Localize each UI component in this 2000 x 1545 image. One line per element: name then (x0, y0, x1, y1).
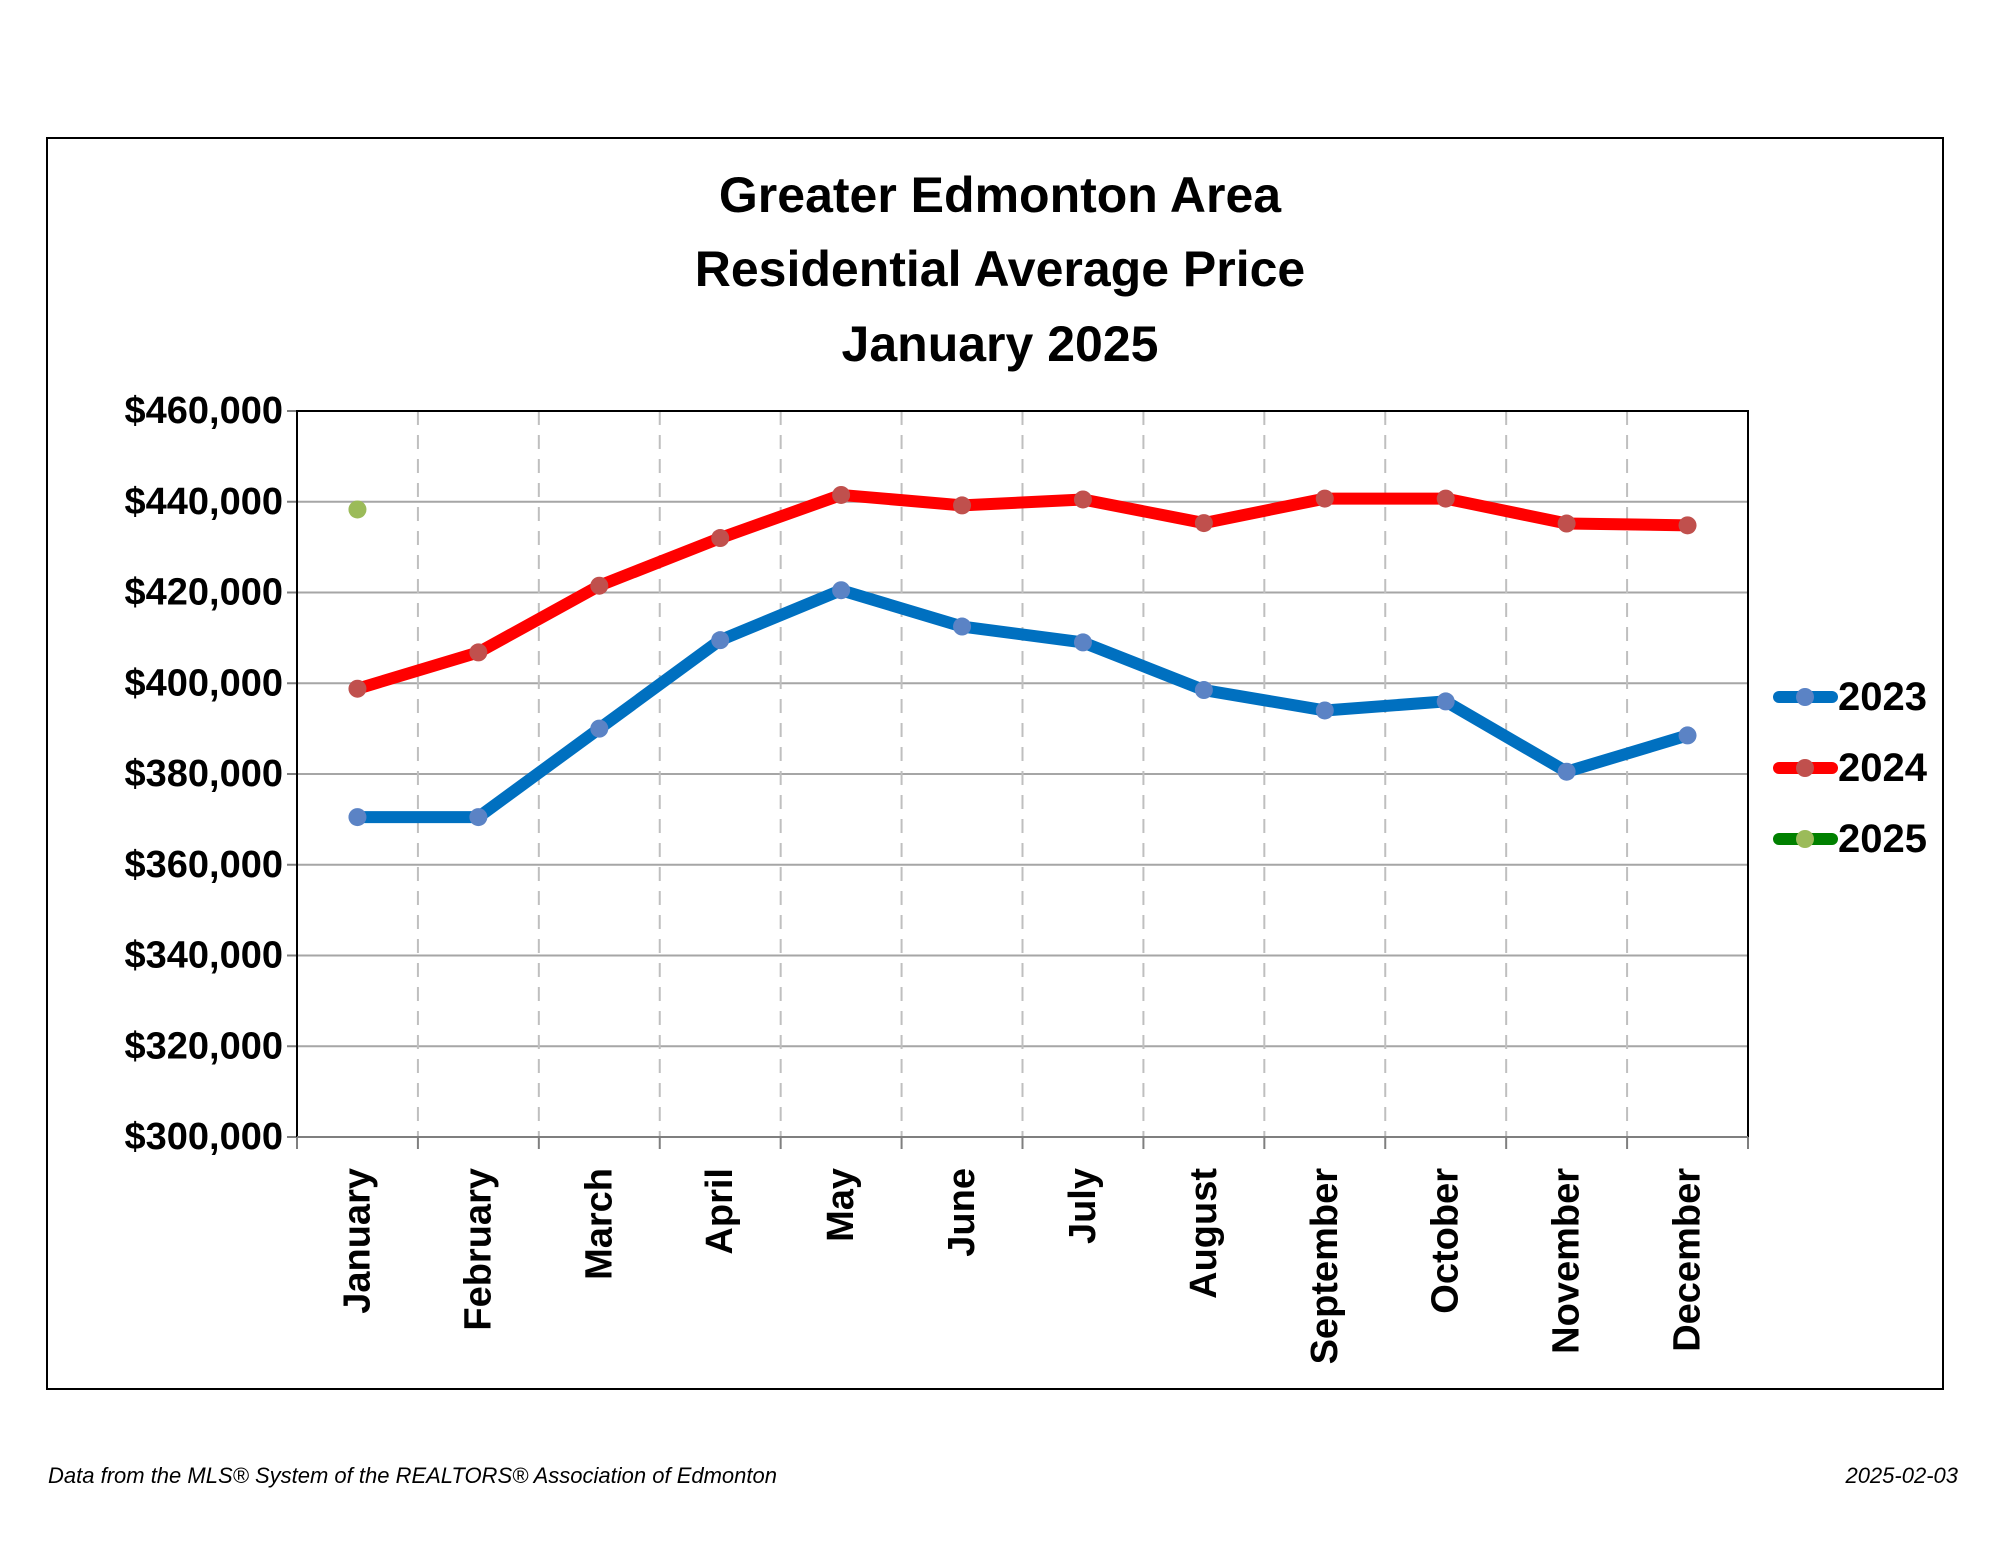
legend-label-2023: 2023 (1838, 675, 1927, 719)
data-point-2023 (1557, 762, 1576, 781)
series-line-2024 (351, 488, 1694, 695)
y-tick-label: $300,000 (125, 1116, 284, 1158)
y-tick-label: $360,000 (125, 844, 284, 886)
y-tick-label: $380,000 (125, 753, 284, 795)
y-tick-label: $340,000 (125, 935, 284, 977)
data-point-2023 (590, 719, 609, 738)
y-tick-label: $320,000 (125, 1025, 284, 1067)
data-point-2023 (1194, 681, 1213, 700)
data-point-2025 (348, 500, 367, 519)
data-source-note: Data from the MLS® System of the REALTOR… (48, 1463, 777, 1488)
x-tick-label: May (820, 1168, 862, 1242)
legend-marker-2024 (1796, 759, 1814, 777)
data-point-2023 (953, 617, 972, 636)
legend-label-2024: 2024 (1838, 746, 1928, 790)
data-point-2023 (832, 581, 851, 600)
x-tick-label: September (1304, 1168, 1346, 1365)
data-point-2023 (1315, 701, 1334, 720)
data-point-2024 (469, 643, 488, 662)
data-point-2024 (590, 576, 609, 595)
x-tick-label: December (1667, 1168, 1709, 1352)
x-tick-label: October (1425, 1168, 1467, 1314)
y-tick-label: $440,000 (125, 481, 284, 523)
data-point-2024 (1436, 489, 1455, 508)
legend-label-2025: 2025 (1838, 817, 1927, 861)
data-point-2024 (1557, 514, 1576, 533)
report-date: 2025-02-03 (1845, 1463, 1958, 1488)
x-tick-label: July (1062, 1168, 1104, 1244)
x-tick-label: August (1183, 1168, 1225, 1299)
data-point-2023 (348, 808, 367, 827)
chart-frame (46, 137, 1944, 1390)
data-point-2023 (711, 631, 730, 650)
legend-marker-2025 (1796, 830, 1814, 848)
legend-marker-2023 (1796, 688, 1814, 706)
data-point-2023 (1678, 726, 1697, 745)
data-point-2024 (1315, 489, 1334, 508)
data-point-2024 (711, 529, 730, 548)
x-tick-label: February (457, 1168, 499, 1331)
x-tick-label: March (578, 1168, 620, 1280)
x-tick-label: January (336, 1168, 378, 1314)
chart-title-line-1: Greater Edmonton Area (718, 167, 1282, 223)
data-point-2024 (1073, 490, 1092, 509)
y-tick-label: $460,000 (125, 390, 284, 432)
data-point-2024 (953, 496, 972, 515)
data-point-2024 (1194, 514, 1213, 533)
data-point-2024 (1678, 516, 1697, 535)
y-tick-label: $420,000 (125, 572, 284, 614)
data-point-2024 (832, 485, 851, 504)
x-tick-label: November (1546, 1168, 1588, 1354)
data-point-2023 (1436, 692, 1455, 711)
series-line-2023 (351, 584, 1694, 824)
data-point-2023 (1073, 633, 1092, 652)
data-point-2024 (348, 679, 367, 698)
x-tick-label: April (699, 1168, 741, 1255)
chart-title-line-2: Residential Average Price (694, 241, 1306, 297)
x-tick-label: June (941, 1168, 983, 1257)
chart-title-line-3: January 2025 (841, 316, 1159, 372)
y-tick-label: $400,000 (125, 662, 284, 704)
data-point-2023 (469, 808, 488, 827)
